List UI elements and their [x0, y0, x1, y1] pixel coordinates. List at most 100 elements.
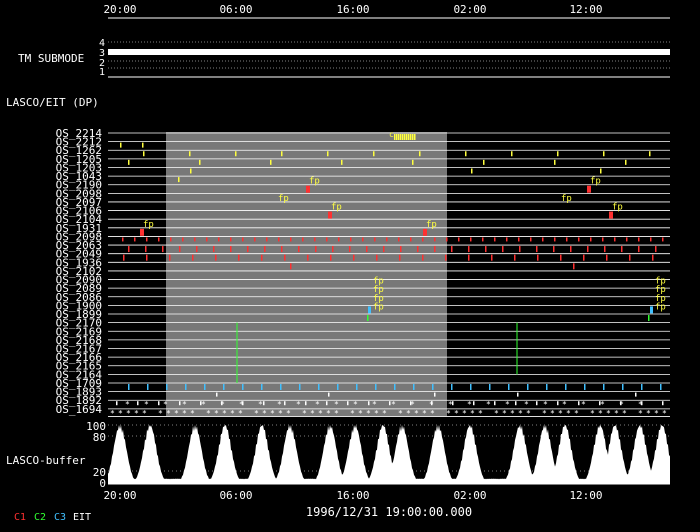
event-tick — [281, 151, 283, 157]
event-tick — [606, 254, 608, 261]
event-tick — [362, 237, 364, 242]
event-tick — [434, 392, 436, 397]
event-tick — [602, 237, 604, 242]
eit-asterisk: * — [638, 409, 643, 418]
event-tick — [204, 383, 206, 390]
eit-asterisk: * — [446, 409, 451, 418]
event-tick — [570, 246, 572, 253]
event-tick — [216, 392, 218, 397]
event-tick — [578, 237, 580, 242]
os-row-label: OS_2164 — [56, 368, 103, 381]
eit-asterisk: * — [239, 400, 244, 409]
event-tick — [218, 237, 220, 242]
event-tick — [326, 237, 328, 242]
event-tick — [578, 401, 580, 406]
event-tick — [452, 401, 454, 406]
event-tick — [116, 401, 118, 406]
event-tick — [398, 134, 400, 140]
event-tick — [412, 134, 414, 140]
eit-asterisk: * — [654, 409, 659, 418]
event-tick — [190, 168, 192, 174]
fp-annotation: fp — [278, 194, 289, 204]
event-tick — [638, 246, 640, 253]
os-row-label: OS_1709 — [56, 377, 102, 390]
legend-eit: EIT — [73, 512, 91, 523]
eit-asterisk: * — [190, 409, 195, 418]
fp-annotation: fp — [373, 277, 384, 287]
os-row-label: OS_1893 — [56, 386, 102, 399]
event-tick — [530, 237, 532, 242]
event-tick — [506, 237, 508, 242]
event-tick — [662, 237, 664, 242]
bottom-tick-label: 06:00 — [219, 489, 252, 502]
top-tick-label: 02:00 — [453, 3, 486, 16]
event-tick — [419, 151, 421, 157]
event-tick — [368, 401, 370, 406]
event-tick — [341, 159, 343, 165]
event-tick — [587, 246, 589, 253]
eit-asterisk: * — [318, 409, 323, 418]
event-tick — [536, 401, 538, 406]
os-row-grid — [108, 132, 670, 417]
event-tick — [620, 401, 622, 406]
event-tick — [290, 263, 292, 270]
bottom-tick-label: 12:00 — [569, 489, 602, 502]
event-tick — [641, 383, 643, 390]
event-tick — [660, 383, 662, 390]
event-tick — [422, 254, 424, 261]
os-row-label: OS_2090 — [56, 274, 102, 287]
event-tick — [603, 383, 605, 390]
event-tick — [332, 246, 334, 253]
os-row-label: OS_2089 — [56, 282, 102, 295]
event-tick — [527, 383, 529, 390]
event-tick — [600, 168, 602, 174]
buffer-title: LASCO-buffer — [6, 454, 86, 467]
event-tick — [162, 246, 164, 253]
event-tick — [383, 246, 385, 253]
event-tick — [147, 383, 149, 390]
os-row-label: OS_1262 — [56, 144, 102, 157]
event-tick — [412, 159, 414, 165]
event-tick — [434, 237, 436, 242]
os-row-label: OS_2049 — [56, 248, 102, 261]
eit-asterisk: * — [562, 400, 567, 409]
eit-asterisk: * — [382, 409, 387, 418]
submode-level-label: 2 — [99, 58, 105, 69]
eit-asterisk: * — [315, 400, 320, 409]
event-tick — [399, 254, 401, 261]
submode-level-label: 4 — [99, 38, 105, 49]
eit-asterisk: * — [144, 400, 149, 409]
event-tick — [179, 246, 181, 253]
event-tick — [146, 254, 148, 261]
eit-asterisk: * — [166, 409, 171, 418]
eit-asterisk: * — [462, 409, 467, 418]
eit-asterisk: * — [566, 409, 571, 418]
event-block — [328, 211, 332, 219]
event-tick — [483, 159, 485, 165]
fp-annotation: fp — [655, 302, 666, 312]
event-block — [650, 306, 653, 314]
event-tick — [518, 237, 520, 242]
bottom-tick-label: 20:00 — [103, 489, 136, 502]
event-tick — [122, 237, 124, 242]
event-tick — [470, 237, 472, 242]
event-tick — [649, 151, 651, 157]
os-row-label: OS_2063 — [56, 239, 102, 252]
event-tick — [445, 254, 447, 261]
fp-annotation: fp — [561, 194, 572, 204]
os-row-label: OS_2106 — [56, 205, 102, 218]
event-block — [140, 228, 144, 236]
event-tick — [185, 383, 187, 390]
eit-asterisk: * — [505, 400, 510, 409]
eit-asterisk: * — [296, 400, 301, 409]
event-tick — [604, 246, 606, 253]
eit-asterisk: * — [622, 409, 627, 418]
event-tick — [468, 254, 470, 261]
eit-asterisk: * — [310, 409, 315, 418]
event-tick — [169, 254, 171, 261]
event-tick — [451, 246, 453, 253]
os-row-label: OS_2169 — [56, 325, 102, 338]
eit-asterisk: * — [254, 409, 259, 418]
fp-annotation: fp — [655, 294, 666, 304]
eit-asterisk: * — [502, 409, 507, 418]
